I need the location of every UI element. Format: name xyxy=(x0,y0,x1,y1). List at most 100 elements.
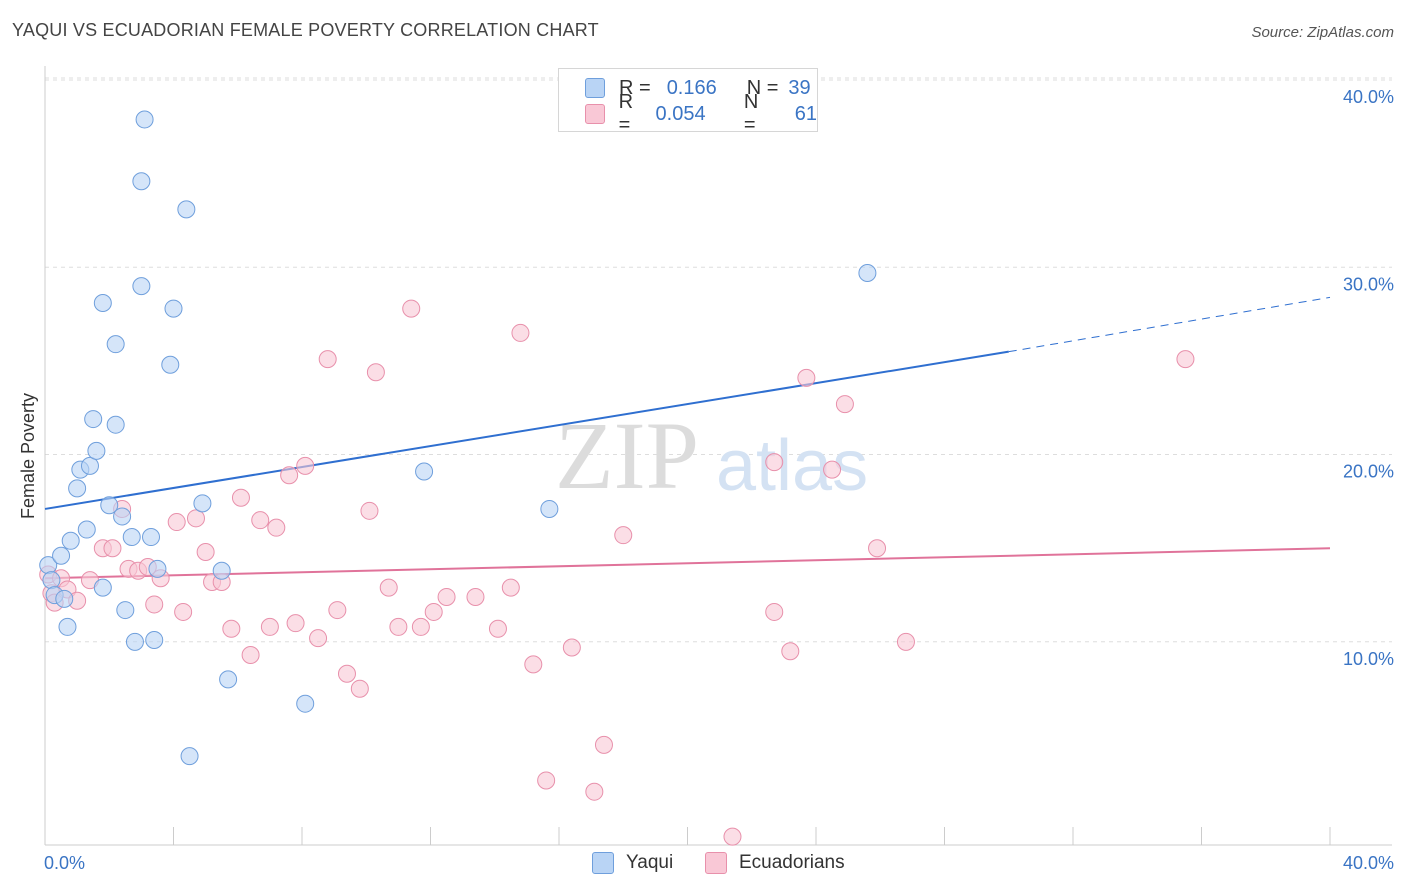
watermark-zip: ZIP xyxy=(555,402,699,509)
yaqui-point xyxy=(42,571,61,590)
y-tick-label: 30.0% xyxy=(1343,274,1394,294)
ecuadorians-point xyxy=(562,638,581,657)
data-points xyxy=(39,110,1195,846)
ecuadorians-point xyxy=(466,587,485,606)
yaqui-point xyxy=(77,520,96,539)
yaqui-point xyxy=(116,601,135,620)
yaqui-point xyxy=(58,617,77,636)
ecuadorians-point xyxy=(350,679,369,698)
yaqui-point xyxy=(296,694,315,713)
ecuadorians-point xyxy=(360,501,379,520)
yaqui-point xyxy=(180,747,199,766)
yaqui-trend-line xyxy=(44,350,1009,510)
ecuadorians-point xyxy=(797,368,816,387)
ecuadorians-point xyxy=(296,456,315,475)
yaqui-point xyxy=(68,479,87,498)
yaqui-point xyxy=(106,335,125,354)
ecuadorians-point xyxy=(103,539,122,558)
ecuadorians-point xyxy=(823,460,842,479)
legend-n-label: N = xyxy=(746,76,779,99)
legend-r-label: R = xyxy=(618,91,634,136)
ecuadorians-point xyxy=(337,664,356,683)
ecuadorians-point xyxy=(389,617,408,636)
legend-row-yaqui: R = 0.166 N = 39 xyxy=(585,75,811,101)
yaqui-point xyxy=(100,496,119,515)
ecuadorians-point xyxy=(366,363,385,382)
ecuadorians-point xyxy=(379,578,398,597)
ecuadorians-point xyxy=(437,587,456,606)
yaqui-swatch-icon xyxy=(585,78,605,98)
ecuadorians-point xyxy=(286,614,305,633)
yaqui-point xyxy=(61,531,80,550)
yaqui-point xyxy=(219,670,238,689)
yaqui-point xyxy=(93,293,112,312)
legend-n-value: 61 xyxy=(794,102,817,125)
yaqui-point xyxy=(122,528,141,547)
ecuadorians-point xyxy=(267,518,286,537)
ecuadorians-point xyxy=(241,646,260,665)
watermark-atlas: atlas xyxy=(716,426,868,506)
ecuadorians-point xyxy=(231,488,250,507)
ecuadorians-point xyxy=(280,466,299,485)
yaqui-point xyxy=(80,456,99,475)
source-credit: Source: ZipAtlas.com xyxy=(1251,24,1394,41)
yaqui-point xyxy=(193,494,212,513)
ecuadorians-point xyxy=(1176,350,1195,369)
yaqui-point xyxy=(212,561,231,580)
yaqui-point xyxy=(164,299,183,318)
yaqui-point xyxy=(113,507,132,526)
ecuadorians-swatch-icon xyxy=(585,104,605,124)
ecuadorians-point xyxy=(424,602,443,621)
yaqui-point xyxy=(93,578,112,597)
yaqui-point xyxy=(84,410,103,429)
yaqui-point xyxy=(161,355,180,374)
yaqui-point xyxy=(540,499,559,518)
yaqui-swatch-icon xyxy=(592,852,614,874)
trend-lines xyxy=(44,296,1331,580)
legend-item-ecuadorians[interactable]: Ecuadorians xyxy=(705,852,845,874)
yaqui-point xyxy=(52,546,71,565)
correlation-legend: R = 0.166 N = 39 R = 0.054 N = 61 xyxy=(558,68,818,136)
watermark: ZIP atlas xyxy=(555,402,868,509)
legend-r-label: R = xyxy=(619,76,651,99)
ecuadorians-point xyxy=(511,323,530,342)
ecuadorians-point xyxy=(585,782,604,801)
legend-label-yaqui: Yaqui xyxy=(626,852,674,873)
yaqui-point xyxy=(132,277,151,296)
ecuadorians-point xyxy=(411,617,430,636)
ecuadorians-point xyxy=(402,299,421,318)
series-legend: Yaqui Ecuadorians xyxy=(0,852,1406,878)
x-tick-label: 0.0% xyxy=(44,853,85,873)
ecuadorians-point xyxy=(614,526,633,545)
y-axis-title: Female Poverty xyxy=(18,393,38,519)
yaqui-point xyxy=(142,528,161,547)
ecuadorians-point xyxy=(781,642,800,661)
ecuadorians-point xyxy=(594,735,613,754)
ecuadorians-point xyxy=(723,827,742,846)
ecuadorians-point xyxy=(868,539,887,558)
yaqui-point xyxy=(858,264,877,283)
yaqui-point xyxy=(125,632,144,651)
axes xyxy=(44,66,1392,846)
legend-item-yaqui[interactable]: Yaqui xyxy=(592,852,673,874)
ecuadorians-point xyxy=(167,513,186,532)
ecuadorians-point xyxy=(186,509,205,528)
legend-label-ecuadorians: Ecuadorians xyxy=(739,852,845,873)
yaqui-point xyxy=(132,172,151,191)
yaqui-point xyxy=(106,415,125,434)
legend-row-ecuadorians: R = 0.054 N = 61 xyxy=(585,91,817,136)
ecuadorians-point xyxy=(501,578,520,597)
yaqui-point xyxy=(145,631,164,650)
tick-labels: 10.0% 20.0% 30.0% 40.0% 0.0% 40.0% Female Pove… xyxy=(18,87,1394,873)
ecuadorians-point xyxy=(765,602,784,621)
yaqui-point xyxy=(415,462,434,481)
legend-n-label: N = xyxy=(743,91,759,136)
legend-r-value: 0.166 xyxy=(666,76,717,99)
ecuadorians-point xyxy=(309,629,328,648)
ecuadorians-point xyxy=(251,511,270,530)
ecuadorians-point xyxy=(524,655,543,674)
yaqui-point xyxy=(148,559,167,578)
ecuadorians-trend-line xyxy=(44,547,1331,580)
yaqui-point xyxy=(177,200,196,219)
